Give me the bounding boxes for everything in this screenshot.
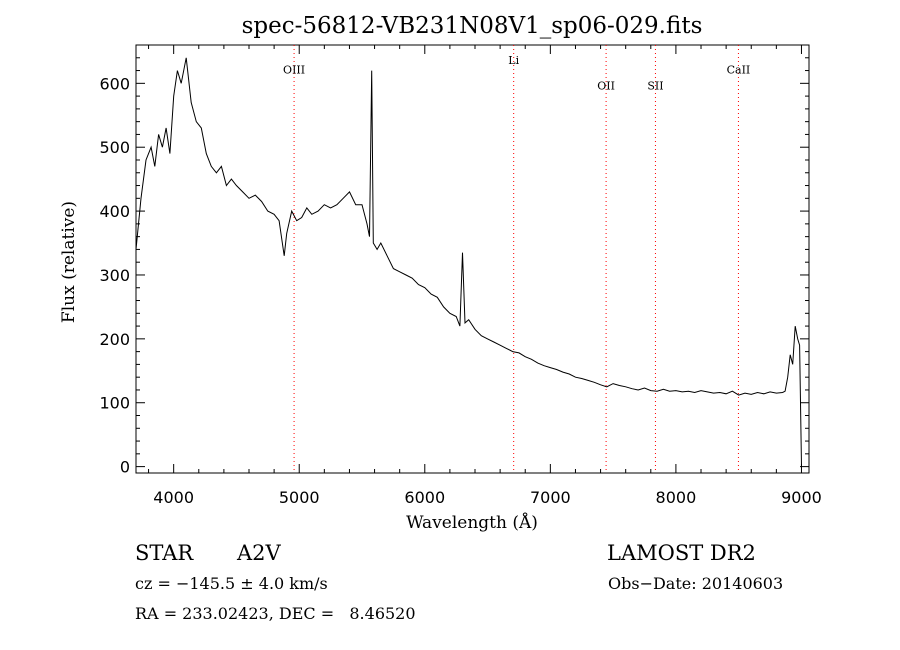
y-tick-label: 500 [99, 138, 130, 157]
x-axis-label: Wavelength (Å) [406, 512, 538, 533]
x-tick-label: 5000 [279, 488, 320, 507]
cz-value: cz = −145.5 ± 4.0 km/s [135, 574, 328, 593]
y-tick-label: 300 [99, 266, 130, 285]
coordinates-value: RA = 233.02423, DEC = 8.46520 [135, 604, 416, 623]
y-tick-label: 400 [99, 202, 130, 221]
survey-label: LAMOST DR2 [607, 541, 756, 565]
plot-frame [135, 44, 810, 474]
y-tick-label: 100 [99, 394, 130, 413]
x-tick-label: 4000 [153, 488, 194, 507]
object-type-label: STAR [135, 541, 194, 565]
line-label-caii: CaII [727, 64, 751, 77]
line-label-li: Li [508, 54, 519, 67]
obs-date-value: Obs−Date: 20140603 [608, 574, 784, 593]
y-tick-label: 0 [120, 458, 130, 477]
x-tick-label: 6000 [404, 488, 445, 507]
line-label-oii: OII [597, 80, 615, 93]
line-label-oiii: OIII [283, 64, 305, 77]
plot-area: 4000 5000 6000 7000 8000 9000 0 100 200 300 400 500… [99, 44, 822, 507]
x-tick-label: 9000 [781, 488, 822, 507]
subclass-label: A2V [237, 541, 281, 565]
y-axis-label: Flux (relative) [59, 201, 79, 323]
y-tick-label: 200 [99, 330, 130, 349]
y-tick-label: 600 [99, 74, 130, 93]
spectrum-line [136, 57, 802, 467]
x-tick-label: 7000 [530, 488, 571, 507]
line-label-sii: SII [647, 80, 663, 93]
chart-title: spec-56812-VB231N08V1_sp06-029.fits [242, 13, 703, 39]
x-tick-label: 8000 [656, 488, 697, 507]
